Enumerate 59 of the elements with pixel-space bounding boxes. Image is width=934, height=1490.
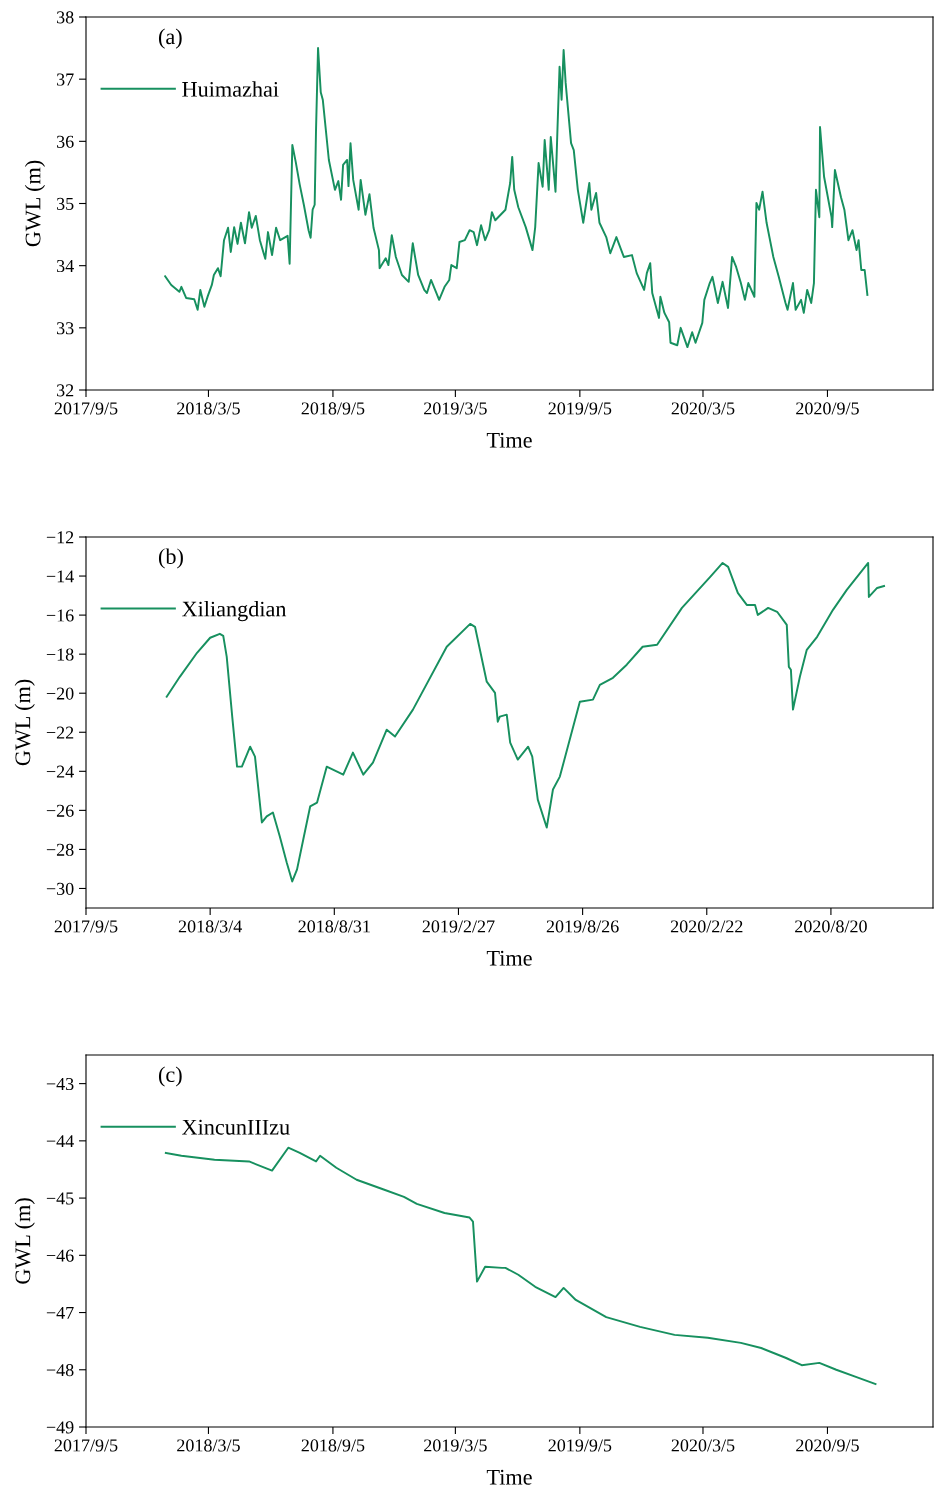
x-tick-label: 2019/3/5 <box>424 402 487 415</box>
x-tick-label: 2017/9/5 <box>54 402 118 415</box>
x-tick-label: 2019/9/5 <box>548 1439 612 1452</box>
x-tick-label: 2018/3/5 <box>177 1439 240 1452</box>
x-tick-label: 2020/2/22 <box>670 920 743 933</box>
x-tick-label: 2020/3/5 <box>671 402 735 415</box>
y-tick-label: −22 <box>46 726 74 739</box>
legend-label: Huimazhai <box>182 81 279 97</box>
y-tick-label: −44 <box>46 1135 74 1148</box>
x-tick-label: 2020/9/5 <box>796 1439 859 1452</box>
y-tick-label: −14 <box>46 570 74 583</box>
y-tick-label: −18 <box>46 648 74 661</box>
x-tick-label: 2019/3/5 <box>424 1439 487 1452</box>
y-tick-label: −47 <box>46 1306 74 1319</box>
y-tick-label: −28 <box>46 843 74 856</box>
x-tick-label: 2018/9/5 <box>301 1439 365 1452</box>
y-axis-title: GWL (m) <box>14 1198 35 1284</box>
y-tick-label: −26 <box>46 804 74 817</box>
line-series <box>164 1146 877 1386</box>
y-tick-label: 33 <box>57 322 74 335</box>
annotation: (a) <box>158 28 182 49</box>
x-axis-title: Time <box>486 1469 532 1485</box>
x-tick-label: 2018/3/4 <box>178 920 242 933</box>
x-tick-label: 2020/8/20 <box>795 920 867 933</box>
y-tick-label: −48 <box>46 1364 74 1377</box>
line-series <box>164 47 869 349</box>
y-tick-label: −20 <box>46 687 74 700</box>
x-tick-label: 2020/3/5 <box>671 1439 735 1452</box>
x-tick-label: 2017/9/5 <box>54 1439 118 1452</box>
y-axis-title: GWL (m) <box>14 679 35 766</box>
y-tick-label: −46 <box>46 1249 74 1262</box>
annotation: (c) <box>158 1066 182 1087</box>
x-tick-label: 2019/8/26 <box>546 920 619 933</box>
y-tick-label: −24 <box>46 765 74 778</box>
x-tick-label: 2018/3/5 <box>177 402 240 415</box>
x-tick-label: 2019/2/27 <box>422 920 495 933</box>
x-tick-label: 2019/9/5 <box>548 402 612 415</box>
y-tick-label: 34 <box>57 259 74 273</box>
y-tick-label: −43 <box>46 1077 74 1091</box>
y-tick-label: 38 <box>57 11 74 24</box>
y-tick-label: 35 <box>57 197 74 210</box>
x-tick-label: 2020/9/5 <box>796 402 859 415</box>
y-tick-label: −45 <box>46 1192 74 1205</box>
legend-label: XincunIIIzu <box>182 1119 290 1135</box>
y-tick-label: 36 <box>57 135 74 148</box>
y-tick-label: 37 <box>57 73 74 86</box>
annotation: (b) <box>158 548 183 569</box>
y-tick-label: −16 <box>46 609 74 622</box>
x-axis-title: Time <box>486 950 532 966</box>
y-tick-label: −12 <box>46 531 74 544</box>
y-axis-title: GWL (m) <box>24 160 46 247</box>
y-tick-label: 32 <box>57 384 74 397</box>
legend-label: Xiliangdian <box>182 600 287 622</box>
x-axis-title: Time <box>486 432 532 448</box>
y-tick-label: −30 <box>46 882 74 895</box>
y-tick-label: −49 <box>46 1421 74 1434</box>
x-tick-label: 2018/9/5 <box>301 402 365 415</box>
x-tick-label: 2017/9/5 <box>54 920 118 933</box>
x-tick-label: 2018/8/31 <box>298 920 370 933</box>
